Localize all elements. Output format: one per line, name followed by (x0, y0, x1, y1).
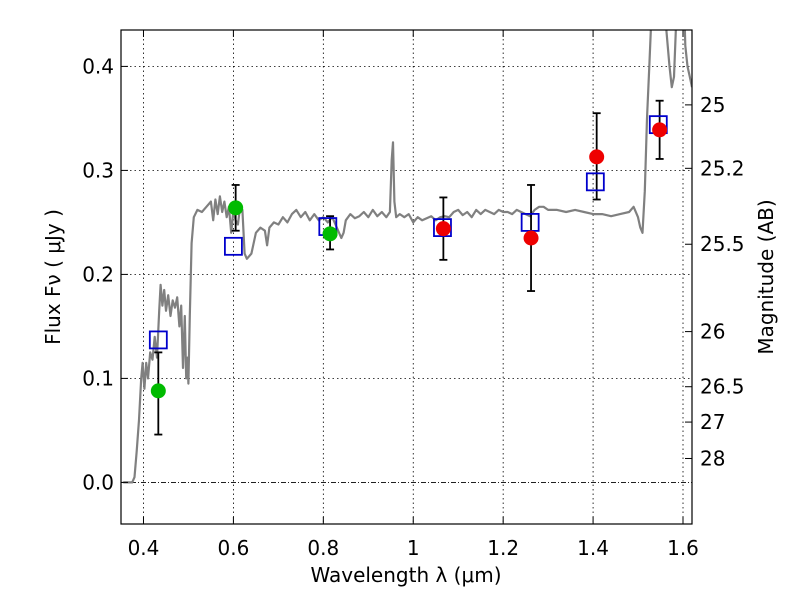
right-tick-label: 26.5 (700, 375, 745, 399)
x-tick-label: 1.4 (577, 536, 609, 560)
y-axis-label: Flux Fν ( μJy ) (41, 209, 65, 345)
x-axis-label: Wavelength λ (μm) (310, 563, 501, 587)
y-tick-label: 0.3 (82, 158, 114, 182)
observed-red-point (589, 149, 605, 165)
model-flux-square (148, 330, 168, 350)
model-flux-square (433, 218, 452, 238)
model-spectrum-line (123, 30, 692, 484)
observed-green-point (228, 200, 244, 216)
right-tick-label: 25.5 (700, 232, 745, 256)
y-tick-label: 0.2 (82, 262, 114, 286)
model-flux-square (224, 236, 243, 256)
y-tick-label: 0.0 (82, 470, 114, 494)
observed-red-point (523, 230, 539, 246)
model-spectrum-layer (123, 30, 692, 484)
x-tick-label: 0.6 (217, 536, 249, 560)
y-tick-labels: 0.0 0.1 0.2 0.3 0.4 (82, 54, 114, 494)
x-tick-label: 1 (407, 536, 420, 560)
right-tick-label: 27 (700, 410, 725, 434)
right-tick-labels: 25 25.2 25.5 26 26.5 27 28 (700, 93, 745, 471)
right-tick-label: 28 (700, 446, 725, 470)
observed-green-point (150, 383, 166, 399)
x-tick-label: 0.8 (307, 536, 339, 560)
x-tick-label: 1.2 (487, 536, 519, 560)
y-tick-label: 0.1 (82, 366, 114, 390)
ticks (121, 30, 692, 524)
x-tick-label: 0.4 (128, 536, 160, 560)
observed-red-point (435, 221, 451, 237)
plot-frame (120, 29, 693, 525)
right-tick-label: 25 (700, 93, 725, 117)
x-tick-labels: 0.4 0.6 0.8 1 1.2 1.4 1.6 (128, 536, 699, 560)
y-tick-label: 0.4 (82, 54, 114, 78)
observed-point-layer (150, 122, 668, 399)
right-tick-label: 26 (700, 320, 725, 344)
right-tick-label: 25.2 (700, 156, 745, 180)
model-flux-square (585, 172, 605, 192)
observed-green-point (322, 226, 338, 242)
x-tick-label: 1.6 (667, 536, 699, 560)
right-axis-label: Magnitude (AB) (754, 199, 778, 354)
observed-red-point (652, 122, 668, 138)
